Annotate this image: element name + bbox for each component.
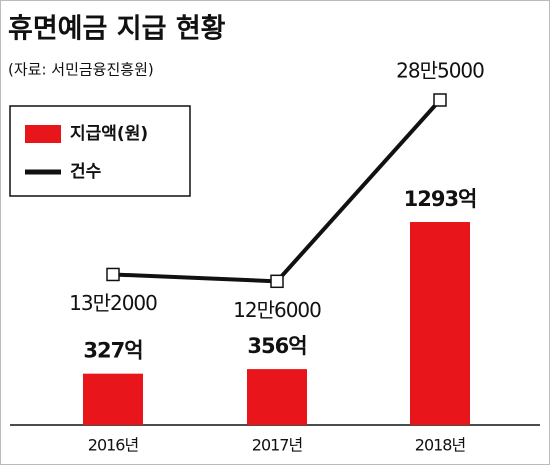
legend-swatch [25, 125, 61, 143]
x-tick-label: 2018년 [415, 436, 466, 455]
line-marker [106, 267, 120, 282]
legend-label: 지급액(원) [70, 124, 148, 144]
legend-box [9, 105, 191, 197]
line-value-label: 28만5000 [396, 59, 484, 83]
line-marker [270, 274, 284, 289]
legend-label: 건수 [70, 162, 102, 182]
bar [247, 369, 307, 425]
chart-title: 휴면예금 지급 현황 [8, 14, 226, 45]
x-tick-label: 2017년 [252, 436, 303, 455]
bar-value-label: 1293억 [404, 187, 477, 211]
line-value-label: 12만6000 [233, 298, 321, 322]
line-marker [433, 93, 447, 107]
line-value-label: 13만2000 [69, 291, 157, 315]
bar [410, 222, 470, 425]
bar-value-label: 356억 [247, 334, 306, 358]
chart-subtitle: (자료: 서민금융진흥원) [8, 61, 154, 79]
bar-value-label: 327억 [83, 339, 142, 363]
x-tick-label: 2016년 [88, 436, 139, 455]
bar [83, 373, 143, 425]
